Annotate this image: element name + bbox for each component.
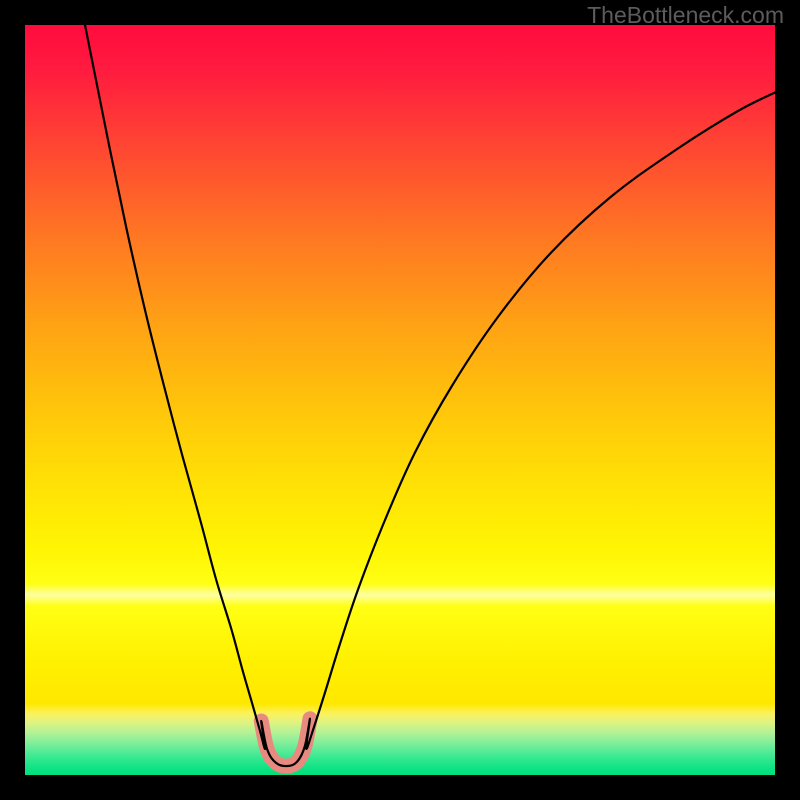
curves-layer xyxy=(25,25,775,775)
plot-area xyxy=(25,25,775,775)
chart-frame: TheBottleneck.com xyxy=(0,0,800,800)
watermark-text: TheBottleneck.com xyxy=(587,2,784,29)
trough-marker xyxy=(261,719,310,766)
bottleneck-curve xyxy=(85,25,775,766)
